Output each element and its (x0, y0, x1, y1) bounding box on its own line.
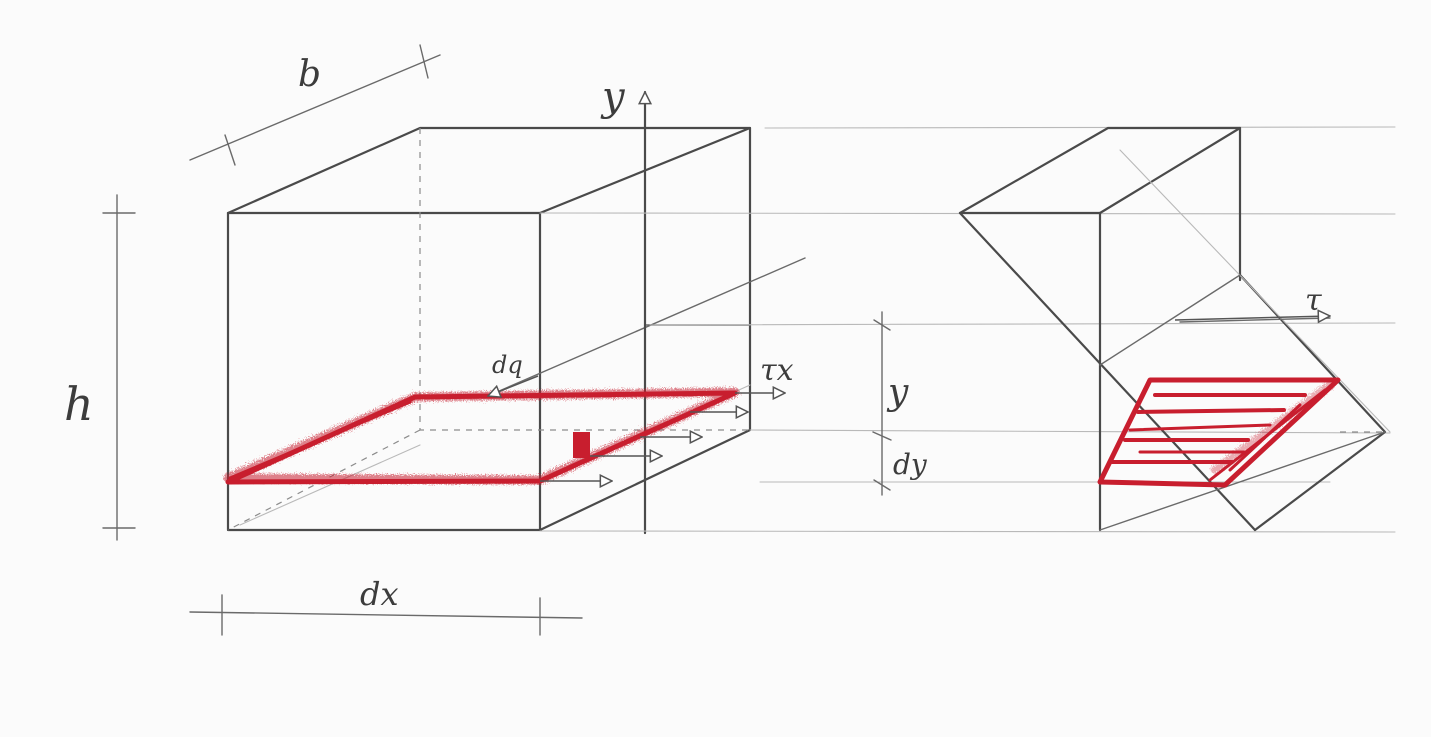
dimension-h-label: h (64, 377, 94, 431)
shear-stress-arrows: τx dq (488, 351, 794, 481)
dimension-dx-label: dx (360, 575, 399, 613)
element-box (226, 126, 806, 532)
dimension-b: b (189, 44, 441, 166)
tau-label: τ (1305, 283, 1322, 318)
shear-stress-block (1097, 377, 1341, 488)
side-view-element: τ (958, 126, 1391, 532)
dimension-dx: dx (189, 575, 583, 636)
dimension-dy-label: dy (893, 448, 928, 481)
y-axis: y (600, 74, 645, 535)
infinitesimal-block (573, 432, 590, 458)
dimension-h: h (64, 194, 136, 541)
dimension-b-label: b (298, 54, 321, 95)
dimension-y-label: y (886, 372, 909, 413)
tau-x-label: τx (760, 353, 794, 388)
dimension-y-dy: y dy (872, 311, 928, 496)
dq-label: dq (492, 351, 523, 379)
y-axis-label: y (600, 74, 626, 120)
construction-lines (539, 126, 1396, 533)
